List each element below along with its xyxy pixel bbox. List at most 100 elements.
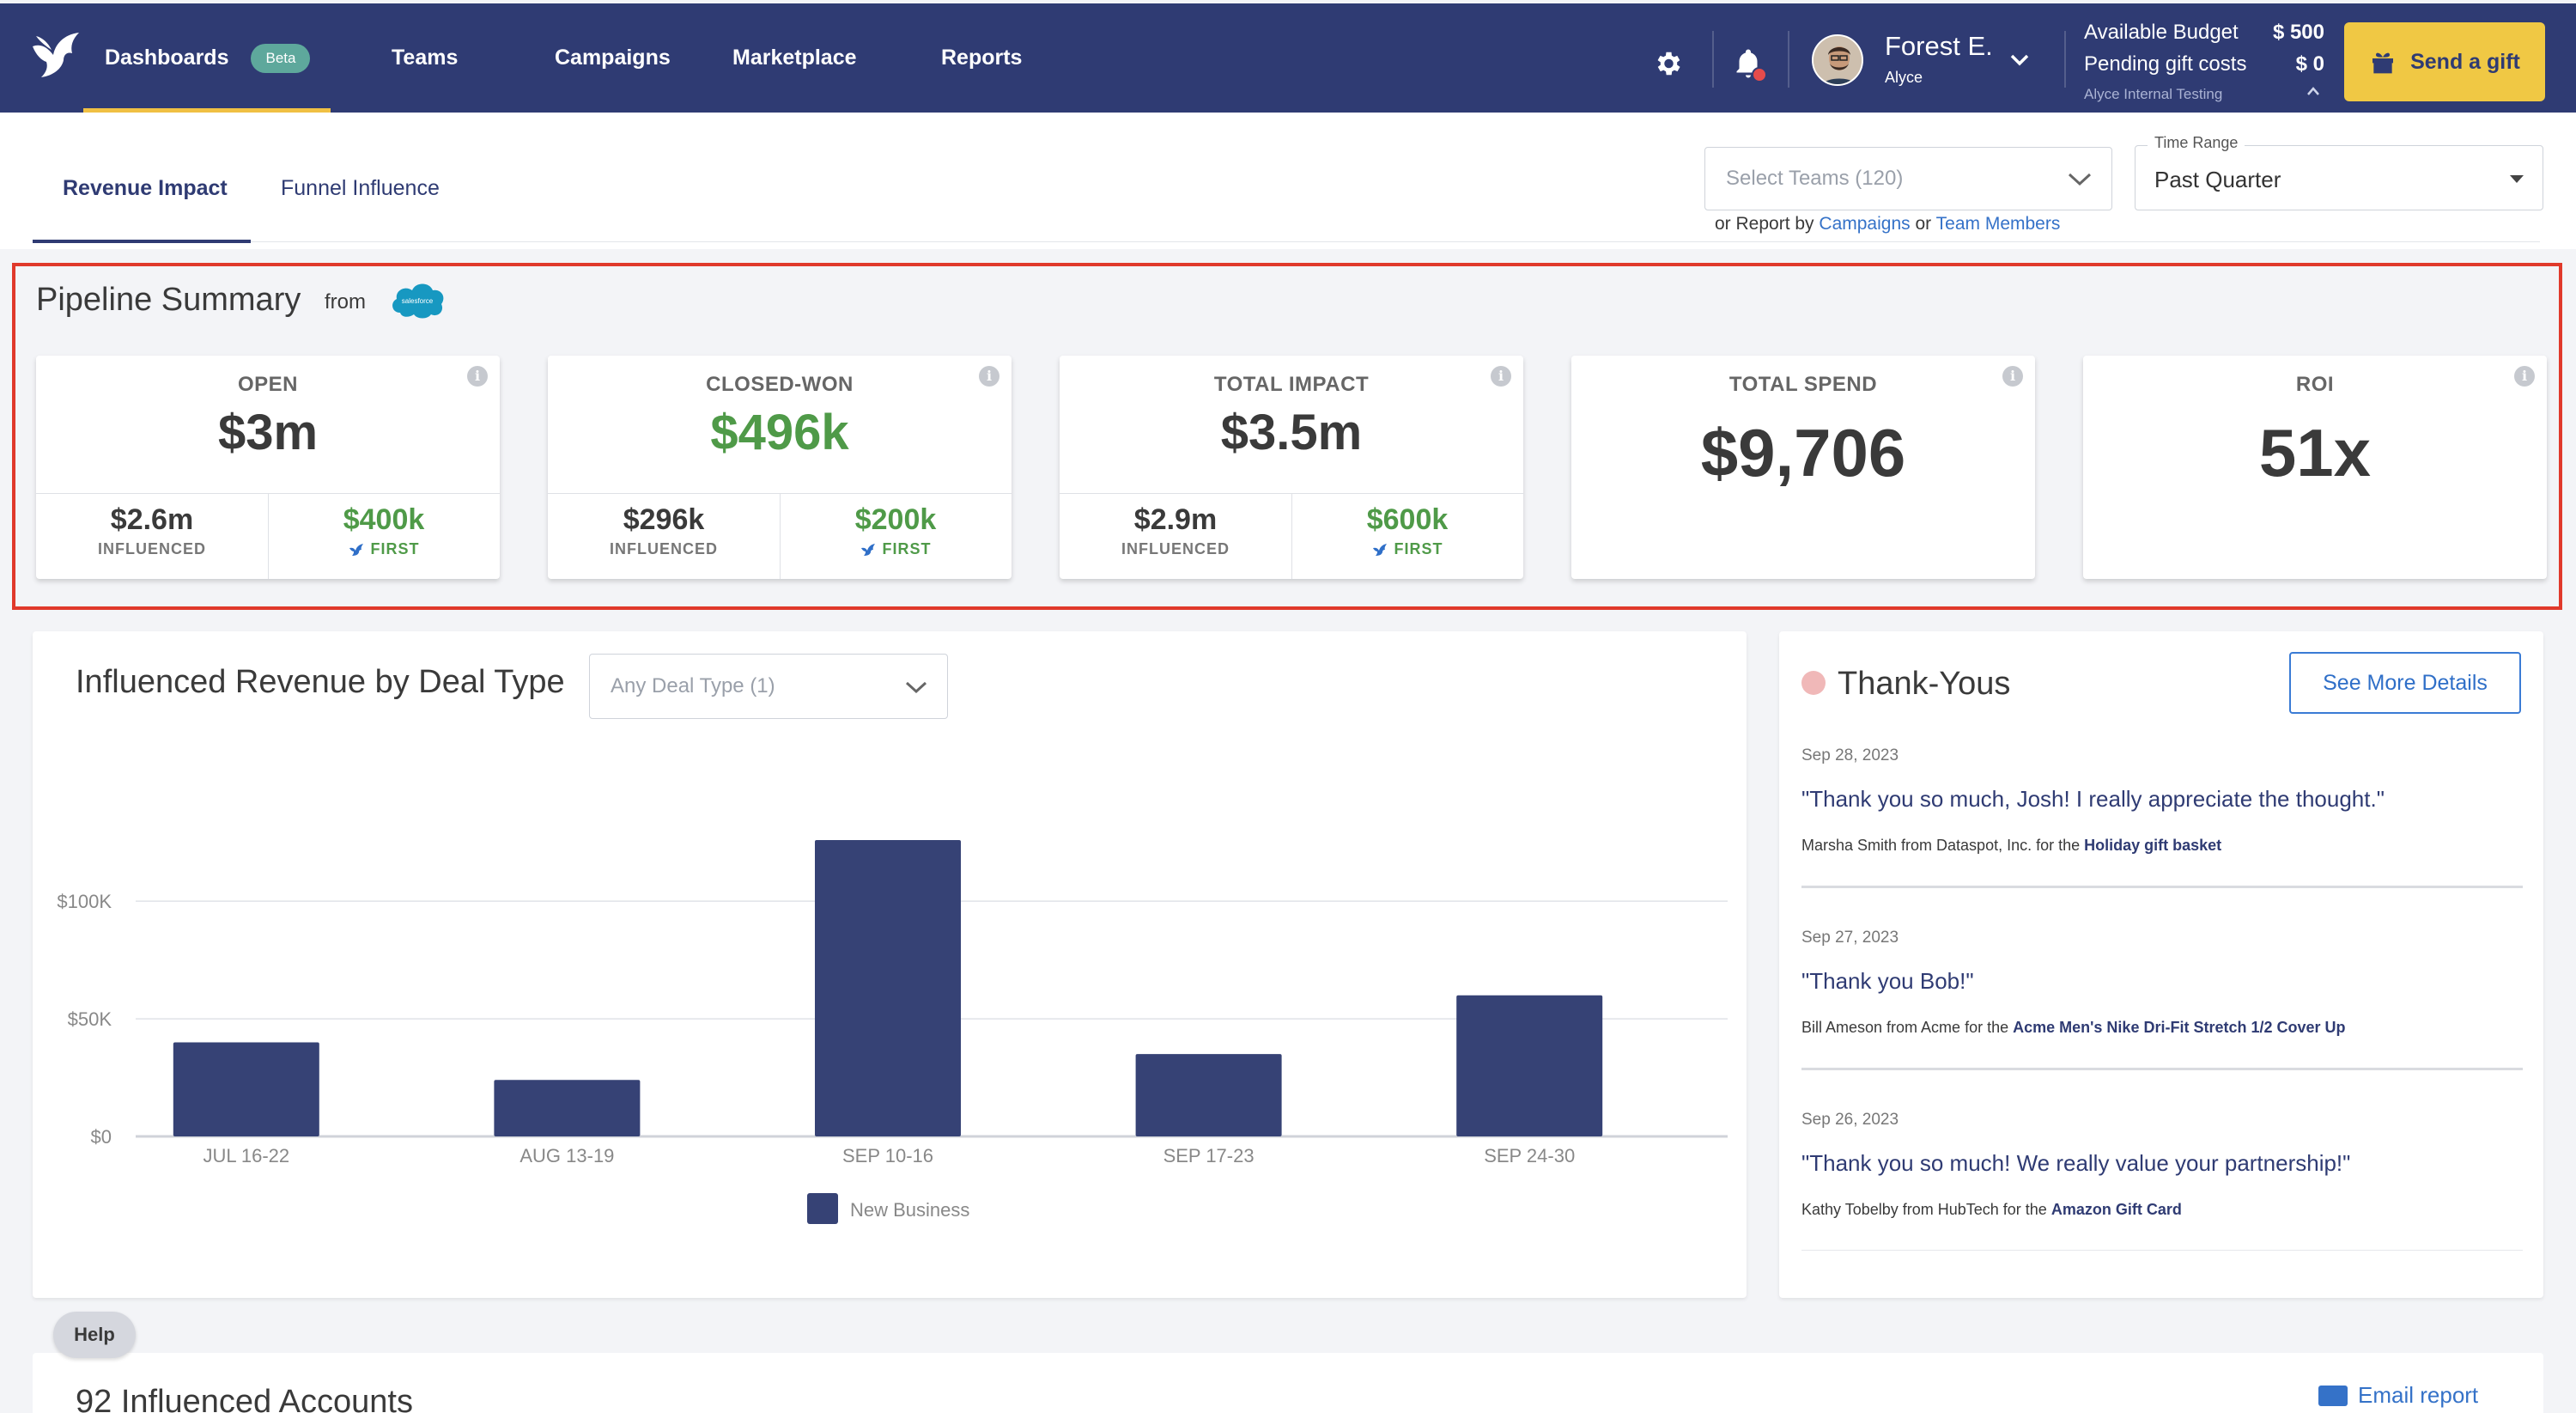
thank-you-quote: "Thank you so much! We really value your… — [1801, 1150, 2351, 1176]
report-by-prefix: or Report by — [1715, 214, 1814, 234]
info-icon[interactable]: i — [2002, 366, 2023, 387]
available-budget-value: $ 500 — [2272, 21, 2324, 44]
metric-card-closed-won: i CLOSED-WON $496k $296k INFLUENCED $200… — [548, 356, 1012, 579]
metric-value: $3.5m — [1220, 405, 1363, 460]
y-tick-label: $100K — [57, 891, 112, 912]
budget-summary: Available Budget $ 500 Pending gift cost… — [2084, 21, 2324, 103]
influenced-revenue-chart: $0 $50K $100K JUL 16-22 AUG 13-19 SEP 10-16 SE… — [57, 839, 1728, 1224]
nav-campaigns[interactable]: Campaigns — [555, 46, 671, 70]
see-more-details-button[interactable]: See More Details — [2289, 652, 2521, 714]
teams-select[interactable]: Select Teams (120) — [1704, 147, 2112, 210]
influenced-breakdown: $2.6m INFLUENCED — [36, 503, 268, 558]
chart-bar — [1456, 995, 1603, 1136]
divider — [1801, 886, 2523, 888]
gift-link[interactable]: Holiday gift basket — [2084, 837, 2222, 854]
nav-reports[interactable]: Reports — [941, 46, 1023, 70]
metric-value: $496k — [710, 405, 849, 460]
report-by-line: or Report by Campaigns or Team Members — [1715, 214, 2060, 234]
influenced-value: $2.6m — [110, 503, 194, 536]
help-button[interactable]: Help — [53, 1312, 136, 1358]
tabs-divider — [33, 241, 2540, 242]
salesforce-logo-text: salesforce — [402, 297, 434, 305]
notification-dot — [1752, 67, 1767, 82]
gift-link[interactable]: Acme Men's Nike Dri-Fit Stretch 1/2 Cove… — [2013, 1019, 2346, 1036]
info-icon[interactable]: i — [1491, 366, 1511, 387]
pipeline-from-label: from — [325, 290, 366, 314]
info-icon[interactable]: i — [467, 366, 488, 387]
influenced-label: INFLUENCED — [1121, 540, 1230, 557]
email-report-link[interactable]: Email report — [2318, 1382, 2478, 1409]
thank-you-sender: Bill Ameson from Acme for the Acme Men's… — [1801, 1019, 2523, 1037]
gift-icon — [2372, 52, 2394, 74]
x-tick-label: JUL 16-22 — [203, 1145, 289, 1166]
account-name: Alyce Internal Testing — [2084, 86, 2223, 102]
chart-bar — [1135, 1054, 1282, 1136]
time-range-label: Time Range — [2148, 134, 2245, 152]
metric-card-total-impact: i TOTAL IMPACT $3.5m $2.9m INFLUENCED $6… — [1060, 356, 1523, 579]
y-tick-label: $50K — [68, 1008, 112, 1030]
tab-revenue-impact[interactable]: Revenue Impact — [63, 176, 228, 200]
metric-card-open: i OPEN $3m $2.6m INFLUENCED $400k FIRST — [36, 356, 500, 579]
first-breakdown: $400k FIRST — [268, 503, 500, 558]
alyce-bird-icon — [860, 543, 875, 556]
report-by-team-members-link[interactable]: Team Members — [1935, 214, 2061, 234]
influenced-label: INFLUENCED — [98, 540, 206, 557]
chevron-down-icon — [905, 681, 927, 694]
thank-you-date: Sep 26, 2023 — [1801, 1111, 1899, 1129]
nav-marketplace[interactable]: Marketplace — [732, 46, 857, 70]
thank-you-from-text: Kathy Tobelby from HubTech for the — [1801, 1201, 2047, 1218]
info-icon[interactable]: i — [2514, 366, 2535, 387]
alyce-bird-logo-icon[interactable] — [29, 29, 86, 79]
email-report-label: Email report — [2358, 1382, 2479, 1408]
tab-funnel-influence[interactable]: Funnel Influence — [281, 176, 440, 200]
salesforce-logo-icon: salesforce — [392, 283, 444, 319]
metric-card-roi: i ROI 51x — [2083, 356, 2547, 579]
alyce-bird-icon — [349, 543, 363, 556]
thank-you-sender: Marsha Smith from Dataspot, Inc. for the… — [1801, 837, 2523, 855]
active-nav-indicator — [83, 108, 331, 113]
send-gift-button[interactable]: Send a gift — [2344, 22, 2545, 101]
divider — [1801, 1250, 2523, 1251]
metric-card-total-spend: i TOTAL SPEND $9,706 — [1571, 356, 2035, 579]
thank-you-item: Sep 28, 2023 "Thank you so much, Josh! I… — [1801, 746, 2523, 888]
deal-type-select[interactable]: Any Deal Type (1) — [589, 654, 948, 719]
user-name[interactable]: Forest E. — [1885, 31, 1993, 61]
report-by-campaigns-link[interactable]: Campaigns — [1819, 214, 1911, 234]
thank-yous-title: Thank-Yous — [1838, 666, 2011, 702]
first-label: FIRST — [882, 540, 932, 557]
active-tab-indicator — [33, 240, 251, 243]
first-label: FIRST — [1394, 540, 1443, 557]
divider — [268, 493, 269, 579]
first-breakdown: $600k FIRST — [1291, 503, 1523, 558]
first-caption: FIRST — [1291, 540, 1523, 558]
first-value: $600k — [1366, 503, 1449, 536]
first-caption: FIRST — [268, 540, 500, 558]
influenced-revenue-title: Influenced Revenue by Deal Type — [76, 664, 565, 700]
send-gift-label: Send a gift — [2410, 49, 2520, 74]
pending-gift-costs-value: $ 0 — [2295, 52, 2324, 76]
alyce-bird-icon — [1372, 543, 1387, 556]
avatar[interactable] — [1812, 34, 1863, 86]
gift-link[interactable]: Amazon Gift Card — [2050, 1201, 2182, 1218]
time-range-select[interactable]: Time Range Past Quarter — [2135, 134, 2543, 210]
first-value: $400k — [343, 503, 425, 536]
chevron-down-icon — [2068, 173, 2092, 186]
metric-title: ROI — [2295, 373, 2335, 396]
nav-dashboards[interactable]: Dashboards Beta — [105, 3, 311, 113]
time-range-value: Past Quarter — [2154, 167, 2281, 192]
pipeline-summary-title: Pipeline Summary — [36, 282, 301, 318]
influenced-value: $2.9m — [1133, 503, 1218, 536]
influenced-breakdown: $2.9m INFLUENCED — [1060, 503, 1291, 558]
info-icon[interactable]: i — [979, 366, 999, 387]
nav-teams[interactable]: Teams — [392, 46, 459, 70]
influenced-accounts-card: 92 Influenced Accounts Email report — [33, 1353, 2543, 1413]
divider — [780, 493, 781, 579]
top-navigation-bar: Dashboards Beta Teams Campaigns Marketpl… — [0, 3, 2576, 113]
thank-you-quote: "Thank you so much, Josh! I really appre… — [1801, 786, 2385, 812]
divider — [1788, 31, 1789, 88]
chart-bar — [815, 839, 961, 1136]
chevron-down-icon[interactable] — [2009, 53, 2030, 67]
status-dot — [1801, 671, 1826, 695]
gear-icon[interactable] — [1652, 48, 1683, 79]
chevron-up-icon[interactable] — [2306, 86, 2320, 96]
